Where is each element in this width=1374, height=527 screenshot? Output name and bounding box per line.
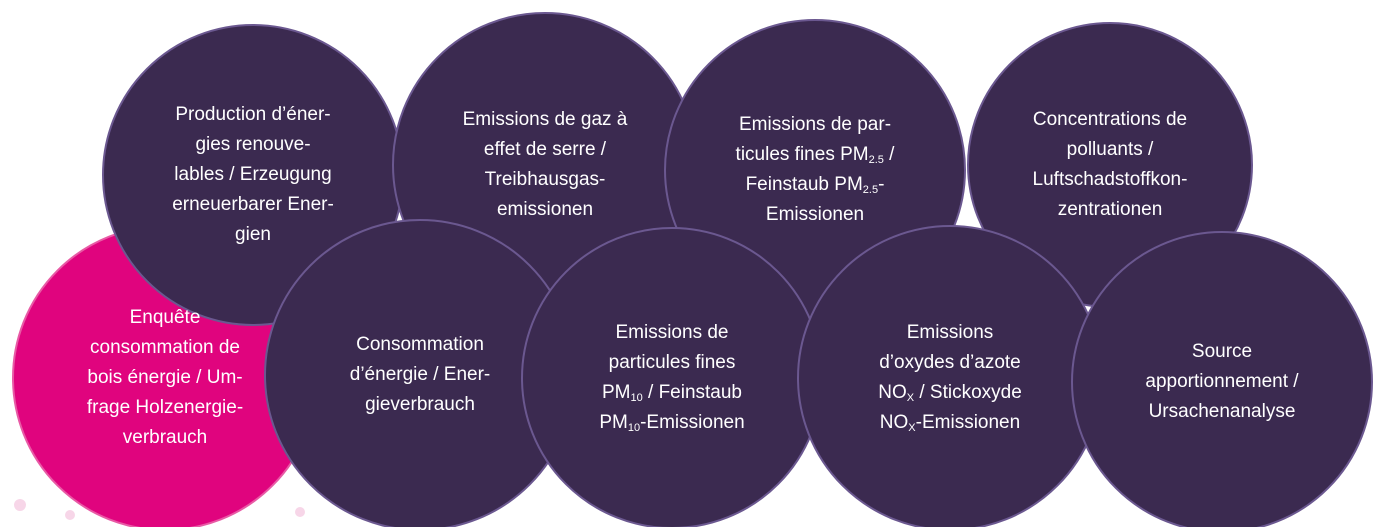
label-line: polluants /: [1033, 135, 1188, 165]
text: -Emissionen: [640, 412, 745, 433]
text: ticules fines PM: [735, 144, 869, 165]
label-line: ticules fines PM2.5 /: [736, 140, 895, 170]
text: -Emissionen: [915, 412, 1021, 433]
text: emissionen: [496, 199, 594, 220]
text: Emissions: [906, 322, 994, 343]
label-line: Source: [1145, 337, 1298, 367]
text: Treibhausgas-: [484, 169, 606, 190]
node-circle: [1071, 231, 1373, 527]
label-line: Emissions de par-: [736, 110, 895, 140]
text: /: [883, 144, 895, 165]
label-line: Ursachenanalyse: [1145, 397, 1298, 427]
text: gies renouve-: [195, 134, 311, 155]
subscript: X: [906, 392, 915, 404]
text: Concentrations de: [1032, 109, 1188, 130]
text: Consommation: [356, 334, 484, 355]
text: NO: [878, 382, 907, 403]
label-line: NOX / Stickoxyde: [878, 378, 1022, 408]
node-label: Emissions de particules fines PM10 / Feins…: [599, 318, 744, 438]
label-line: Emissions de gaz à: [463, 105, 628, 135]
label-line: PM10 / Feinstaub: [599, 378, 744, 408]
label-line: bois énergie / Um-: [87, 363, 243, 393]
text: PM: [601, 382, 631, 403]
text: Emissionen: [765, 204, 865, 225]
label-line: Luftschadstoffkon-: [1033, 165, 1188, 195]
node-label: Emissions de par-ticules fines PM2.5 /Fe…: [736, 110, 895, 230]
subscript: 10: [627, 422, 641, 434]
label-line: Consommation: [350, 330, 490, 360]
text: d’énergie / Ener-: [349, 364, 491, 385]
node-label: Source apportionnement / Ursachenanalyse: [1145, 337, 1298, 427]
text: lables / Erzeugung: [174, 164, 332, 185]
label-line: effet de serre /: [463, 135, 628, 165]
label-line: Emissionen: [736, 200, 895, 230]
text: Source: [1191, 341, 1253, 362]
label-line: Concentrations de: [1033, 105, 1188, 135]
subscript: 2.5: [862, 184, 879, 196]
text: Enquête: [129, 307, 201, 328]
text: polluants /: [1066, 139, 1154, 160]
text: Emissions de par-: [738, 114, 892, 135]
text: Ursachenanalyse: [1148, 401, 1296, 422]
label-line: gies renouve-: [172, 130, 334, 160]
node-label: Emissions de gaz à effet de serre / Treibh…: [463, 105, 628, 225]
text: frage Holzenergie-: [86, 397, 244, 418]
text: d’oxydes d’azote: [879, 352, 1021, 373]
text: verbrauch: [122, 427, 208, 448]
label-line: Emissions de: [599, 318, 744, 348]
text: particules fines: [608, 352, 736, 373]
label-line: frage Holzenergie-: [87, 393, 243, 423]
label-line: Feinstaub PM2.5-: [736, 170, 895, 200]
node-label: Concentrations de polluants / Luftschadsto…: [1033, 105, 1188, 225]
text: Emissions de: [615, 322, 729, 343]
text: Production d’éner-: [175, 104, 331, 125]
text: erneuerbarer Ener-: [172, 194, 334, 215]
label-line: particules fines: [599, 348, 744, 378]
text: Feinstaub PM: [745, 174, 863, 195]
label-line: Production d’éner-: [172, 100, 334, 130]
label-line: Enquête: [87, 303, 243, 333]
text: / Stickoxyde: [914, 382, 1022, 403]
text: apportionnement /: [1145, 371, 1299, 392]
text: Luftschadstoffkon-: [1032, 169, 1188, 190]
text: zentrationen: [1057, 199, 1163, 220]
text: bois énergie / Um-: [87, 367, 243, 388]
text: PM: [599, 412, 628, 433]
label-line: emissionen: [463, 195, 628, 225]
dot: [14, 499, 26, 511]
label-line: d’énergie / Ener-: [350, 360, 490, 390]
node-label: Emissions d’oxydes d’azote NOX / Stickoxyd…: [878, 318, 1022, 438]
text: Emissions de gaz à: [462, 109, 628, 130]
label-line: gieverbrauch: [350, 390, 490, 420]
label-line: NOX-Emissionen: [878, 408, 1022, 438]
node-label: Production d’éner-gies renouve-lables / …: [172, 100, 334, 250]
subscript: X: [908, 422, 916, 434]
label-line: apportionnement /: [1145, 367, 1298, 397]
text: gien: [235, 224, 271, 245]
label-line: Emissions: [878, 318, 1022, 348]
text: effet de serre /: [483, 139, 607, 160]
label-line: consommation de: [87, 333, 243, 363]
node-label: Consommation d’énergie / Ener-gieverbrauc…: [350, 330, 490, 420]
label-line: zentrationen: [1033, 195, 1188, 225]
dot: [295, 507, 305, 517]
label-line: gien: [172, 220, 334, 250]
subscript: 2.5: [868, 154, 884, 166]
label-line: Treibhausgas-: [463, 165, 628, 195]
text: / Feinstaub: [642, 382, 743, 403]
text: consommation de: [90, 337, 240, 358]
node-label: Enquête consommation de bois énergie / Um-…: [87, 303, 243, 453]
text: NO: [879, 412, 909, 433]
label-line: verbrauch: [87, 423, 243, 453]
subscript: 10: [630, 392, 643, 404]
label-line: lables / Erzeugung: [172, 160, 334, 190]
label-line: erneuerbarer Ener-: [172, 190, 334, 220]
dot: [65, 510, 75, 520]
text: -: [878, 174, 885, 195]
label-line: PM10-Emissionen: [599, 408, 744, 438]
label-line: d’oxydes d’azote: [878, 348, 1022, 378]
text: gieverbrauch: [365, 394, 475, 415]
